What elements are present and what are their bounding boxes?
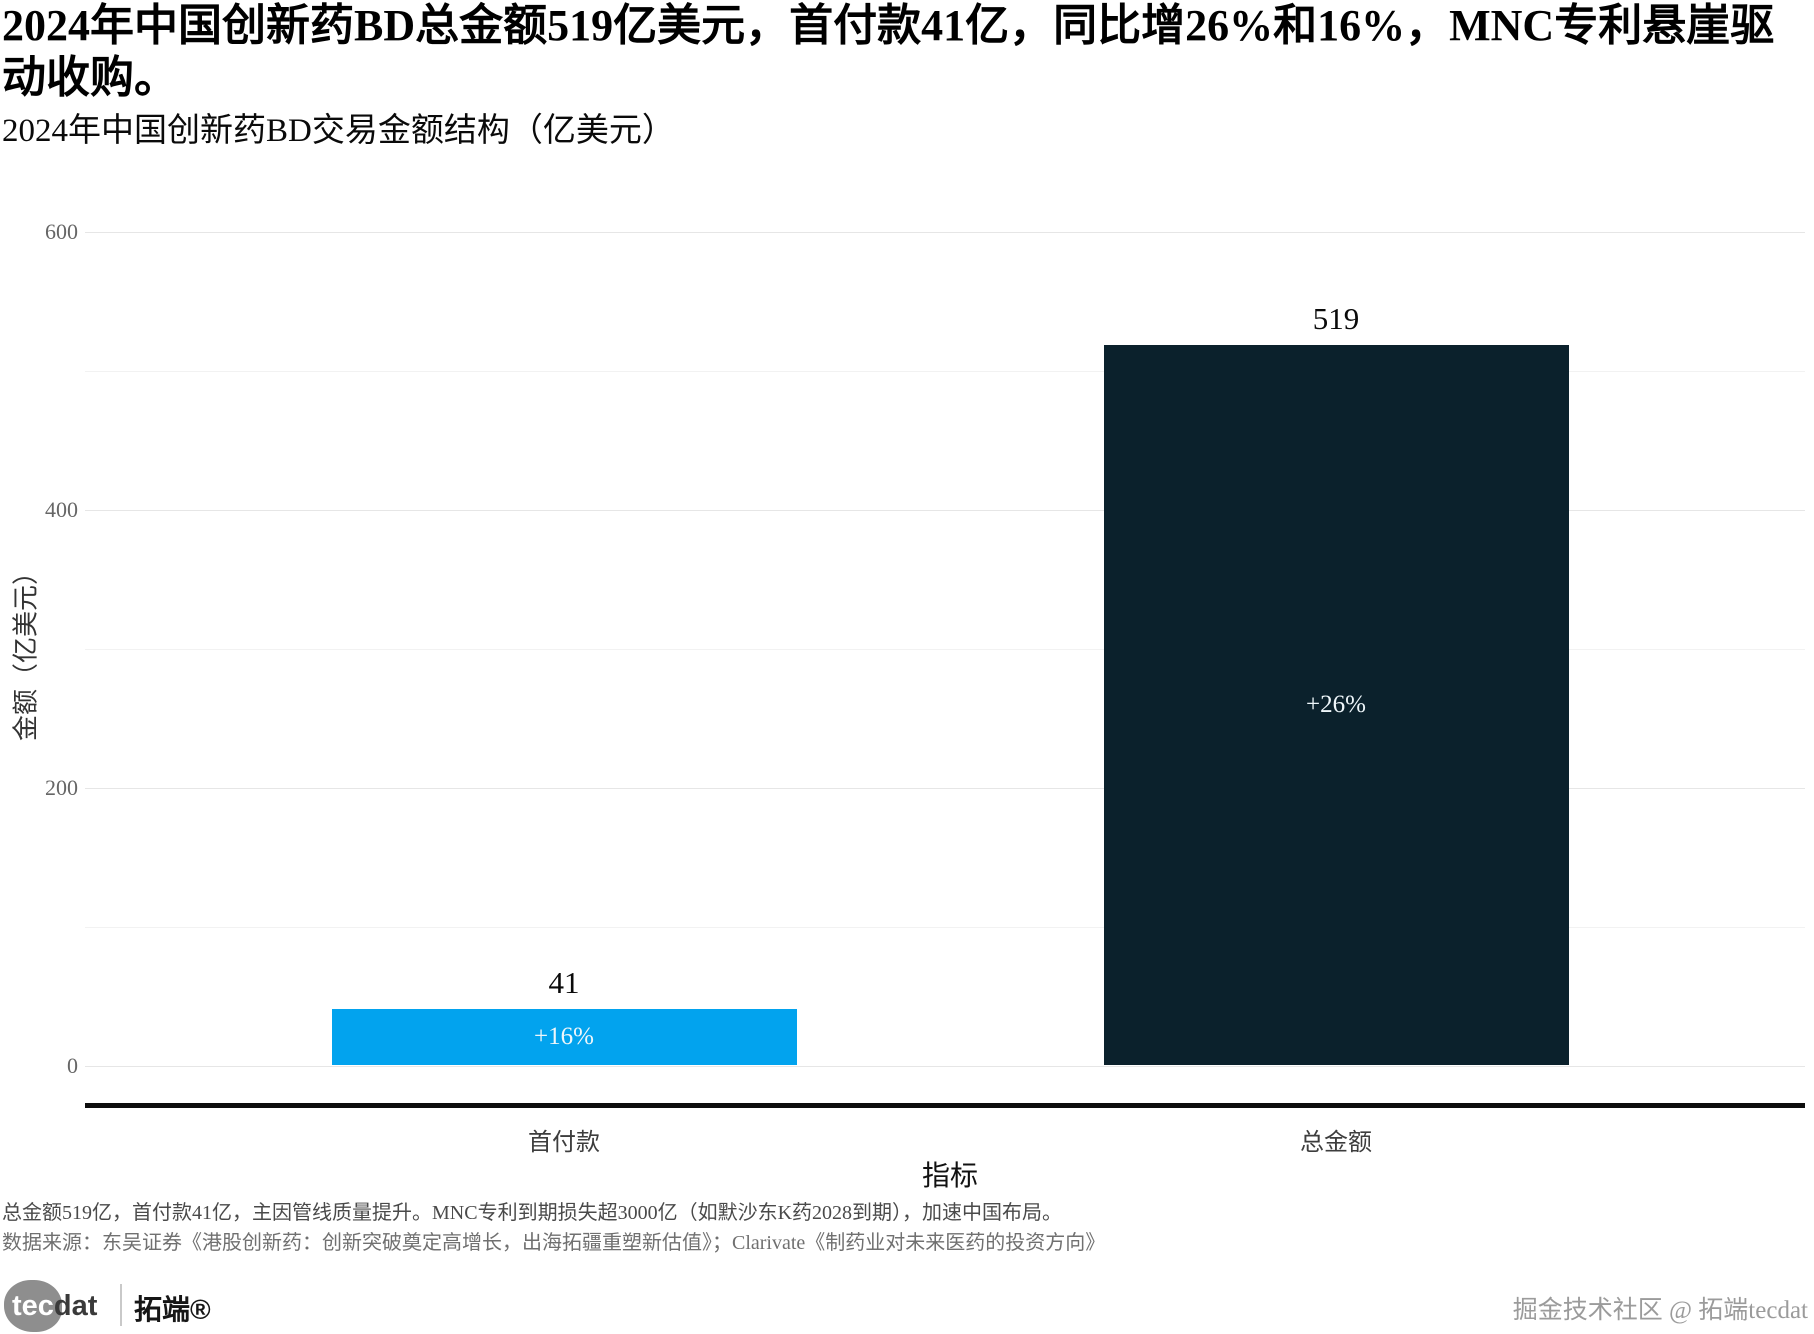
logo-tec-text: tec [12,1290,54,1322]
x-category-label-总金额: 总金额 [1300,1130,1372,1156]
x-category-label-首付款: 首付款 [528,1130,600,1156]
x-axis-line [85,1103,1805,1108]
bar-首付款 [331,1009,797,1065]
footnote-summary: 总金额519亿，首付款41亿，主因管线质量提升。MNC专利到期损失超3000亿（… [2,1202,1063,1224]
y-tick-label-400: 400 [45,497,78,522]
bar-总金额 [1103,344,1569,1065]
gridline-200 [85,788,1805,789]
chart-title: 2024年中国创新药BD交易金额结构（亿美元） [2,113,675,149]
bar-growth-label-首付款: +16% [534,1023,594,1050]
y-axis-label: 金额（亿美元） [11,558,41,742]
y-tick-label-200: 200 [45,775,78,800]
logo-dat-text: dat [53,1290,98,1322]
bar-value-label-总金额: 519 [1312,300,1360,336]
tecdat-logo: tecdat 拓端® [4,1280,264,1334]
tecdat-logo-text: tecdat [12,1290,97,1323]
y-tick-label-600: 600 [45,219,78,244]
x-axis-title: 指标 [921,1161,979,1192]
brand-divider [120,1284,122,1326]
gridline-400 [85,510,1805,511]
bar-value-label-首付款: 41 [548,965,580,1000]
y-tick-label-0: 0 [67,1053,78,1078]
bar-growth-label-总金额: +26% [1306,690,1366,718]
gridline-600 [85,232,1805,233]
brand-name: 拓端® [134,1294,211,1325]
watermark-text: 掘金技术社区 @ 拓端tecdat [1512,1297,1808,1324]
gridline-100 [85,927,1805,928]
gridline-300 [85,649,1805,650]
gridline-0 [85,1066,1805,1067]
footnote-source: 数据来源：东吴证券《港股创新药：创新突破奠定高增长，出海拓疆重塑新估值》；Cla… [2,1232,1106,1254]
tecdat-logo-icon [4,1280,62,1332]
page-title: 2024年中国创新药BD总金额519亿美元，首付款41亿，同比增26%和16%，… [2,1,1775,102]
gridline-500 [85,371,1805,372]
